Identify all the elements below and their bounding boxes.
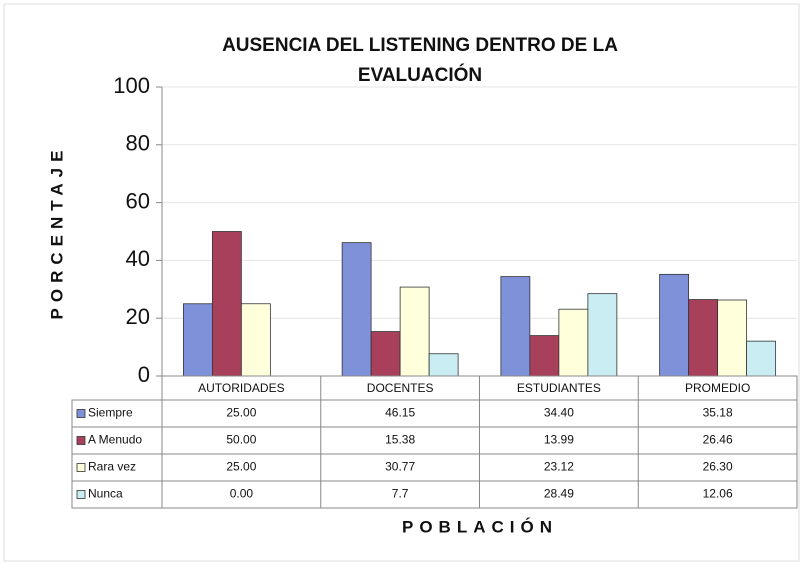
table-value: 26.46 [703, 433, 733, 447]
table-value: 25.00 [226, 406, 256, 420]
table-value: 26.30 [703, 460, 733, 474]
bar [428, 353, 459, 377]
y-tick-label: 100 [113, 73, 150, 98]
x-tick-label: ESTUDIANTES [517, 381, 601, 395]
bar [717, 299, 748, 377]
table-value: 46.15 [385, 406, 415, 420]
bar [500, 276, 531, 377]
y-axis-label: PORCENTAJE [47, 145, 66, 320]
bar [529, 335, 560, 377]
x-axis-label: POBLACIÓN [402, 517, 558, 536]
chart-title: EVALUACIÓN [358, 64, 482, 86]
x-tick-label: AUTORIDADES [198, 381, 284, 395]
bar [659, 273, 690, 377]
y-tick-label: 40 [126, 246, 150, 271]
table-value: 0.00 [230, 487, 254, 501]
table-value: 23.12 [544, 460, 574, 474]
legend-swatch [76, 490, 86, 499]
table-value: 25.00 [226, 460, 256, 474]
bar [211, 231, 242, 377]
legend-swatch [76, 409, 86, 418]
legend-label: A Menudo [88, 433, 142, 447]
table-value: 13.99 [544, 433, 574, 447]
bar [341, 242, 372, 377]
table-value: 28.49 [544, 487, 574, 501]
table-value: 35.18 [703, 406, 733, 420]
bar [370, 331, 401, 377]
chart-title: AUSENCIA DEL LISTENING DENTRO DE LA [222, 35, 618, 56]
table-value: 50.00 [226, 433, 256, 447]
table-value: 12.06 [703, 487, 733, 501]
bar [688, 299, 719, 377]
table-value: 7.7 [392, 487, 409, 501]
table-value: 34.40 [544, 406, 574, 420]
bar [587, 293, 618, 377]
x-tick-label: PROMEDIO [685, 381, 750, 395]
bar [746, 340, 777, 377]
bar [182, 303, 213, 377]
table-value: 30.77 [385, 460, 415, 474]
bar [558, 308, 589, 377]
y-tick-label: 20 [126, 304, 150, 329]
legend-label: Siempre [88, 406, 133, 420]
table-value: 15.38 [385, 433, 415, 447]
y-tick-label: 0 [138, 362, 150, 387]
legend-swatch [76, 436, 86, 445]
legend-label: Rara vez [88, 460, 136, 474]
legend-label: Nunca [88, 487, 123, 501]
y-tick-label: 80 [126, 131, 150, 156]
x-tick-label: DOCENTES [367, 381, 434, 395]
y-tick-label: 60 [126, 188, 150, 213]
legend-swatch [76, 463, 86, 472]
bar [240, 303, 271, 377]
bar [399, 286, 430, 377]
